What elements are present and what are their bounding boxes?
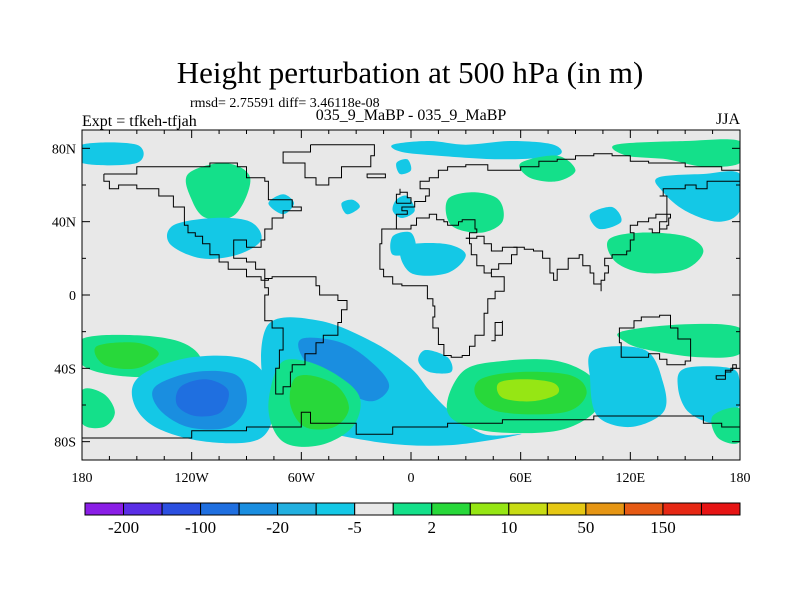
colorbar-label-0: -200 (108, 518, 139, 537)
colorbar-swatch-14 (623, 502, 664, 516)
colorbar-swatch-9 (431, 502, 471, 516)
coastline-9 (491, 320, 503, 342)
experiment-label: Expt = tfkeh-tfjah (82, 113, 197, 130)
colorbar-label-5: 10 (500, 518, 517, 537)
contour-region-17 (94, 342, 159, 370)
x-tick-label-5: 120E (616, 471, 646, 486)
colorbar-swatch-3 (200, 502, 240, 516)
colorbar-swatch-10 (469, 502, 510, 516)
contour-region-13 (612, 139, 740, 167)
contour-region-5 (396, 158, 412, 175)
contour-region-33 (711, 407, 740, 444)
colorbar-swatch-16 (700, 502, 741, 516)
contour-region-31 (588, 346, 667, 428)
y-tick-label-0: 80N (52, 142, 76, 157)
x-tick-label-1: 120W (175, 471, 210, 486)
contour-region-21 (175, 379, 229, 417)
contour-region-10 (399, 242, 466, 276)
colorbar-swatch-12 (546, 502, 587, 516)
season-label: JJA (716, 111, 740, 128)
colorbar-swatch-15 (662, 502, 702, 516)
coastline-6 (469, 235, 518, 273)
colorbar-label-3: -5 (348, 518, 362, 537)
contour-region-15 (606, 232, 704, 274)
contour-region-4 (341, 199, 360, 215)
contour-region-2 (166, 217, 262, 259)
contour-region-25 (289, 374, 349, 430)
colorbar-label-7: 150 (650, 518, 676, 537)
x-tick-label-2: 60W (288, 471, 316, 486)
colorbar-swatch-11 (508, 502, 548, 516)
y-tick-label-1: 40N (52, 216, 76, 231)
coastline-5 (379, 228, 505, 358)
y-axis: 80N 40N 0 40S 80S (52, 142, 740, 451)
colorbar: -200 -100 -20 -5 2 10 50 150 (84, 502, 741, 537)
x-tick-label-0: 180 (72, 471, 93, 486)
contour-region-11 (519, 155, 576, 182)
colorbar-label-2: -20 (266, 518, 289, 537)
colorbar-label-6: 50 (577, 518, 594, 537)
contour-region-12 (589, 206, 622, 230)
y-tick-label-4: 80S (54, 436, 76, 451)
chart-title: Height perturbation at 500 hPa (in m) (177, 55, 644, 90)
coastline-7 (513, 174, 740, 292)
colorbar-swatch-6 (315, 502, 356, 516)
colorbar-swatch-1 (123, 502, 163, 516)
contour-region-23 (298, 337, 390, 402)
colorbar-swatch-13 (585, 502, 625, 516)
coastline-13 (395, 188, 412, 204)
colorbar-swatch-5 (277, 502, 317, 516)
colorbar-swatch-7 (354, 502, 394, 516)
colorbar-label-4: 2 (428, 518, 437, 537)
contour-region-32 (677, 366, 740, 424)
coastline-12 (715, 364, 737, 380)
contour-region-0 (82, 142, 144, 166)
coastline-14 (366, 173, 386, 179)
contour-regions (82, 139, 740, 447)
contour-region-29 (496, 379, 560, 402)
coastline-1 (264, 276, 348, 395)
contour-region-18 (82, 388, 115, 429)
coastline-10 (82, 411, 740, 439)
y-tick-label-3: 40S (54, 362, 76, 377)
coastline-4 (392, 213, 478, 239)
coastline-11 (648, 213, 671, 234)
stats-line: rmsd= 2.75591 diff= 3.46118e-08 (190, 96, 380, 111)
colorbar-label-1: -100 (185, 518, 216, 537)
x-tick-label-3: 0 (408, 471, 415, 486)
x-tick-label-6: 180 (730, 471, 751, 486)
coastlines (82, 144, 740, 439)
x-tick-label-4: 60E (509, 471, 532, 486)
coastline-2 (282, 144, 375, 186)
contour-region-9 (445, 192, 504, 233)
y-tick-label-2: 0 (69, 289, 76, 304)
colorbar-swatch-0 (84, 502, 125, 516)
colorbar-swatch-2 (161, 502, 202, 516)
colorbar-swatch-8 (392, 502, 433, 516)
contour-region-1 (185, 162, 251, 220)
colorbar-swatch-4 (238, 502, 279, 516)
contour-region-14 (655, 171, 740, 222)
coastline-8 (618, 314, 692, 366)
chart-subtitle: 035_9_MaBP - 035_9_MaBP (316, 107, 507, 124)
contour-region-8 (391, 141, 562, 160)
x-axis: 180 120W 60W 0 60E 120E 180 (72, 130, 751, 486)
coastline-0 (103, 162, 302, 281)
coastline-3 (392, 153, 740, 230)
contour-region-30 (617, 323, 740, 358)
